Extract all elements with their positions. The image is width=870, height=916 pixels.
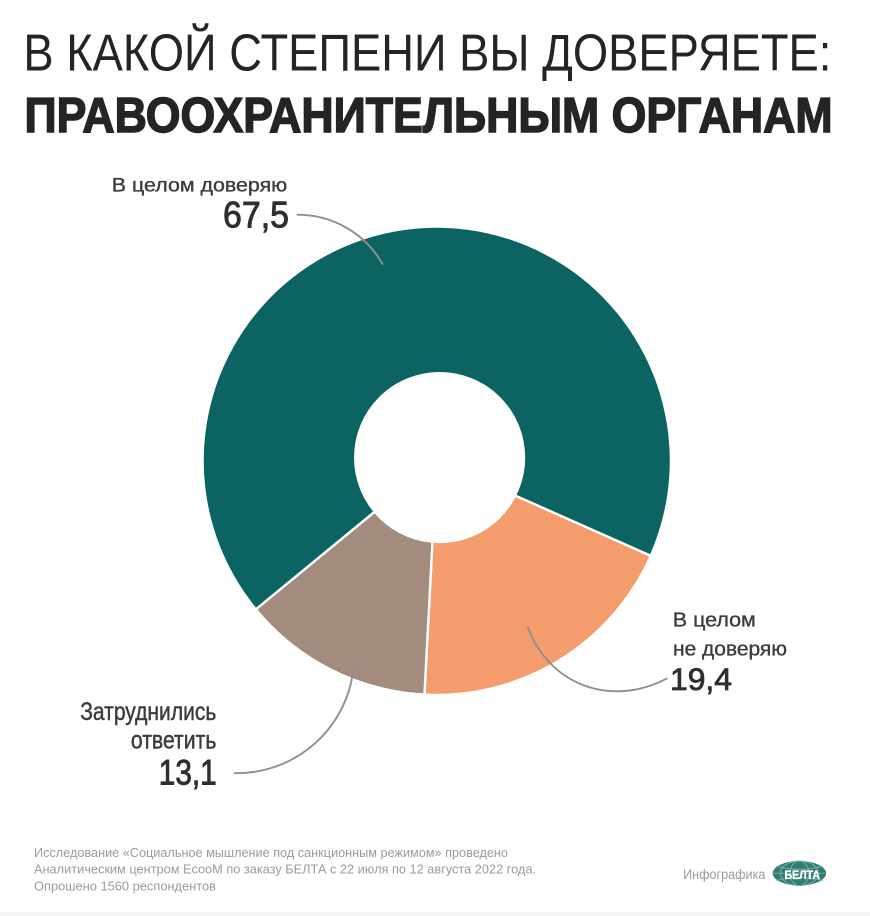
svg-text:Аналитическим центром EcooM по: Аналитическим центром EcooM по заказу БЕ… (34, 862, 536, 877)
svg-text:ПРАВООХРАНИТЕЛЬНЫМ ОРГАНАМ: ПРАВООХРАНИТЕЛЬНЫМ ОРГАНАМ (25, 88, 833, 143)
svg-text:В целом: В целом (673, 610, 756, 632)
svg-text:Опрошено 1560 респондентов: Опрошено 1560 респондентов (34, 879, 216, 894)
svg-text:не доверяю: не доверяю (673, 639, 787, 661)
svg-text:13,1: 13,1 (159, 753, 217, 793)
svg-text:Исследование «Социальное мышле: Исследование «Социальное мышление под са… (34, 845, 508, 860)
svg-text:В целом доверяю: В целом доверяю (112, 174, 287, 196)
svg-text:ответить: ответить (131, 727, 217, 754)
svg-text:67,5: 67,5 (223, 195, 289, 236)
svg-text:Затруднились: Затруднились (80, 699, 216, 726)
svg-text:В КАКОЙ СТЕПЕНИ ВЫ ДОВЕРЯЕТЕ:: В КАКОЙ СТЕПЕНИ ВЫ ДОВЕРЯЕТЕ: (23, 24, 831, 83)
svg-text:БЕЛТА: БЕЛТА (785, 868, 821, 882)
svg-text:Инфографика: Инфографика (683, 866, 765, 882)
svg-text:19,4: 19,4 (670, 661, 732, 697)
